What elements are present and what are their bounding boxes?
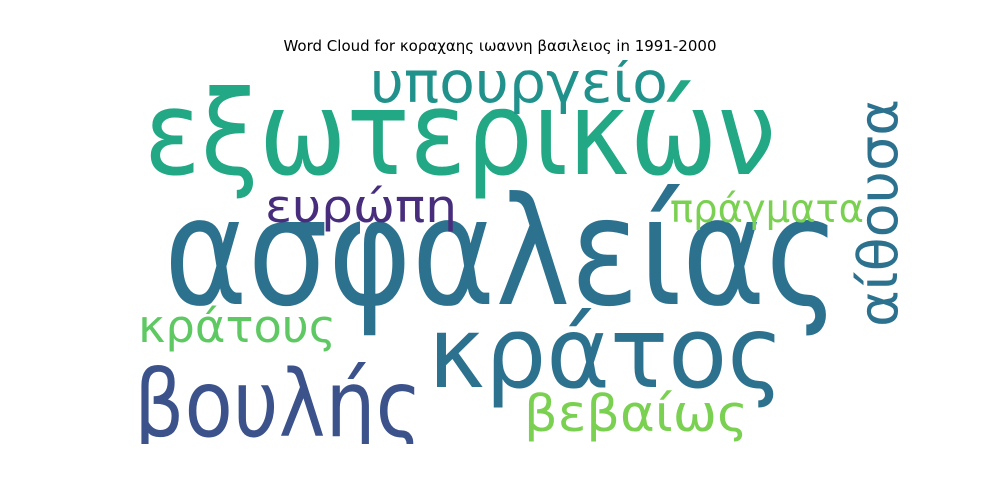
word-3: κράτος (428, 296, 784, 411)
word-4: βουλής (134, 350, 422, 444)
word-cloud: ασφαλείας εξωτερικών κράτος βουλής υπουργείο… (134, 60, 902, 444)
word-8: κράτους (138, 300, 336, 353)
word-9: ευρώπη (265, 180, 457, 233)
word-6: αίθουσα (847, 99, 902, 327)
word-2: εξωτερικών (144, 65, 776, 202)
word-7: βεβαίως (524, 385, 748, 444)
word-10: πράγματα (670, 187, 864, 232)
word-1: ασφαλείας (164, 166, 840, 340)
chart-title: Word Cloud for κοραχαης ιωαννη βασιλειος… (283, 37, 717, 55)
word-5: υπουργείο (370, 60, 668, 116)
